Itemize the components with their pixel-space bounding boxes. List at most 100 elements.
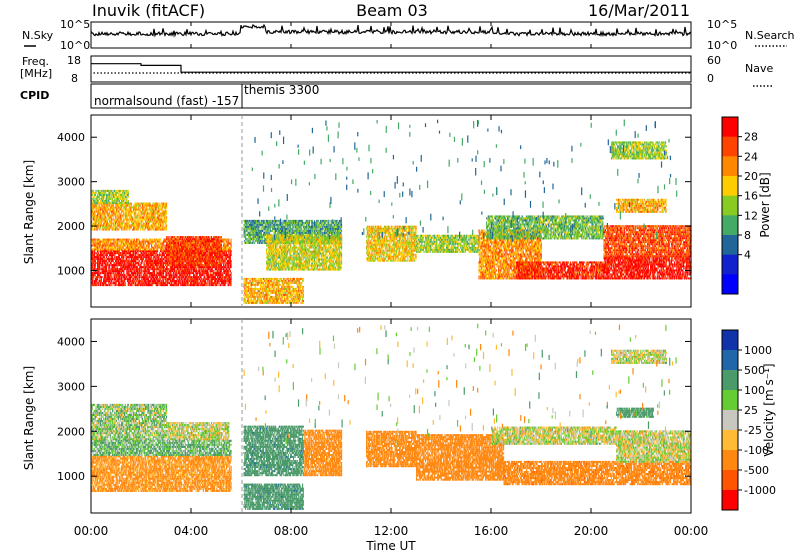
range-gate-cell: [117, 215, 118, 217]
range-gate-cell: [215, 254, 216, 256]
range-gate-cell: [141, 274, 142, 276]
range-gate-cell: [193, 258, 194, 260]
range-gate-cell: [185, 244, 186, 246]
range-gate-cell: [129, 223, 130, 225]
range-gate-cell: [231, 280, 232, 282]
range-gate-cell: [145, 268, 146, 270]
noise-panel: N.Sky 10^5 10^0 10^5 10^0 N.Search: [22, 18, 795, 52]
range-gate-cell: [114, 215, 115, 217]
range-gate-cell: [225, 282, 226, 284]
range-gate-cell: [133, 221, 134, 223]
range-gate-cell: [132, 276, 133, 278]
range-gate-cell: [96, 223, 97, 225]
range-gate-cell: [126, 245, 127, 247]
range-gate-cell: [189, 244, 190, 246]
range-gate-cell: [206, 244, 207, 246]
range-gate-cell: [126, 254, 127, 256]
range-gate-cell: [178, 236, 179, 238]
range-gate-cell: [142, 249, 143, 251]
range-gate-cell: [109, 205, 110, 207]
range-gate-cell: [101, 217, 102, 219]
range-gate-cell: [144, 284, 145, 286]
range-gate-cell: [209, 284, 210, 286]
range-gate-cell: [123, 249, 124, 251]
range-gate-cell: [229, 276, 230, 278]
range-gate-cell: [219, 258, 220, 260]
range-gate-cell: [166, 244, 167, 246]
range-gate-cell: [171, 244, 172, 246]
range-gate-cell: [195, 258, 196, 260]
range-gate-cell: [126, 249, 127, 251]
range-gate-cell: [209, 282, 210, 284]
range-gate-cell: [106, 241, 107, 243]
range-gate-cell: [197, 274, 198, 276]
range-gate-cell: [104, 227, 105, 229]
range-gate-cell: [123, 270, 124, 272]
range-gate-cell: [163, 249, 164, 251]
range-gate-cell: [156, 239, 157, 241]
range-gate-cell: [188, 242, 189, 244]
range-gate-cell: [195, 254, 196, 256]
range-gate-cell: [95, 262, 96, 264]
range-gate-cell: [162, 256, 163, 258]
range-gate-cell: [155, 241, 156, 243]
range-gate-cell: [206, 264, 207, 266]
range-gate-cell: [172, 242, 173, 244]
range-gate-cell: [167, 284, 168, 286]
range-gate-cell: [226, 249, 227, 251]
range-gate-cell: [121, 264, 122, 266]
range-gate-cell: [114, 266, 115, 268]
range-gate-cell: [99, 205, 100, 207]
range-gate-cell: [123, 223, 124, 225]
range-gate-cell: [207, 270, 208, 272]
range-gate-cell: [174, 262, 175, 264]
range-gate-cell: [165, 270, 166, 272]
range-gate-cell: [174, 270, 175, 272]
range-gate-cell: [138, 274, 139, 276]
range-gate-cell: [121, 227, 122, 229]
range-gate-cell: [160, 278, 161, 280]
range-gate-cell: [220, 284, 221, 286]
range-gate-cell: [104, 225, 105, 227]
range-gate-cell: [96, 284, 97, 286]
range-gate-cell: [100, 272, 101, 274]
range-gate-cell: [186, 276, 187, 278]
range-gate-cell: [180, 256, 181, 258]
range-gate-cell: [190, 252, 191, 254]
range-gate-cell: [171, 276, 172, 278]
range-gate-cell: [227, 241, 228, 243]
range-gate-cell: [144, 239, 145, 241]
range-gate-cell: [209, 248, 210, 250]
range-gate-cell: [225, 243, 226, 245]
cpid-entry-normalsound: normalsound (fast) -157: [94, 94, 239, 108]
range-gate-cell: [94, 215, 95, 217]
range-gate-cell: [114, 219, 115, 221]
range-gate-cell: [102, 219, 103, 221]
range-gate-cell: [115, 223, 116, 225]
range-gate-cell: [169, 236, 170, 238]
range-gate-cell: [177, 252, 178, 254]
range-gate-cell: [174, 264, 175, 266]
range-gate-cell: [191, 268, 192, 270]
range-gate-cell: [162, 260, 163, 262]
range-gate-cell: [228, 272, 229, 274]
range-gate-cell: [109, 225, 110, 227]
range-gate-cell: [172, 264, 173, 266]
range-gate-cell: [198, 252, 199, 254]
range-gate-cell: [132, 258, 133, 260]
range-gate-cell: [135, 280, 136, 282]
range-gate-cell: [183, 248, 184, 250]
range-gate-cell: [134, 239, 135, 241]
range-gate-cell: [178, 264, 179, 266]
range-gate-cell: [209, 238, 210, 240]
range-gate-cell: [214, 240, 215, 242]
range-gate-cell: [136, 221, 137, 223]
range-gate-cell: [104, 258, 105, 260]
range-gate-cell: [106, 268, 107, 270]
range-gate-cell: [114, 254, 115, 256]
range-gate-cell: [141, 215, 142, 217]
range-gate-cell: [105, 282, 106, 284]
range-gate-cell: [111, 213, 112, 215]
range-gate-cell: [205, 258, 206, 260]
range-gate-cell: [216, 280, 217, 282]
